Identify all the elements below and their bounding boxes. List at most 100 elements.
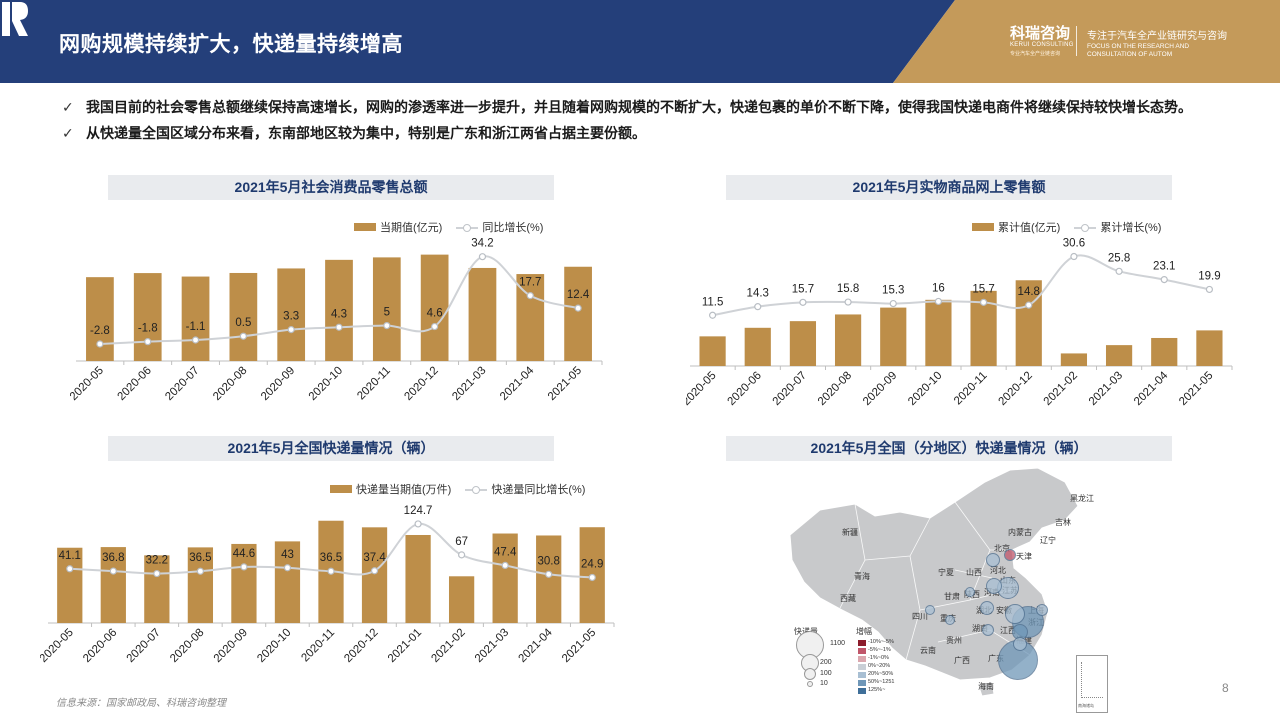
online-chart: 2020-05 2020-06 2020-07 2020-08 2020-09 2020-… (686, 238, 1233, 408)
china-map-shape (789, 467, 1079, 697)
growth-point (327, 567, 335, 575)
growth-data-label: 0.5 (235, 317, 251, 329)
province-label: 吉林 (1055, 518, 1071, 527)
growth-data-label: 30.6 (1063, 238, 1085, 250)
size-legend-circle (804, 668, 816, 680)
province-label: 湖南 (972, 624, 988, 633)
color-legend-swatch (858, 688, 866, 694)
bar (325, 259, 353, 361)
legend-label: 快递量同比增长(%) (491, 484, 586, 496)
bar (699, 336, 726, 366)
legend-label: 快递量当期值(万件) (356, 484, 452, 496)
bar (789, 321, 817, 366)
growth-data-label: 37.4 (363, 552, 386, 564)
bar (274, 541, 301, 623)
growth-data-label: 5 (384, 307, 390, 319)
growth-data-label: -2.8 (90, 325, 110, 337)
summary-bullets: ✓ 我国目前的社会零售总额继续保持高速增长，网购的渗透率进一步提升，并且随着网购… (62, 96, 1232, 148)
legend-label: 累计增长(%) (1100, 222, 1162, 234)
growth-point (370, 567, 379, 575)
tagline-en: FOCUS ON THE RESEARCH AND CONSULTATION O… (1087, 43, 1190, 58)
retail-chart: 2020-05 2020-06 2020-07 2020-08 2020-09 2020-… (70, 238, 603, 403)
growth-data-label: 15.3 (882, 285, 904, 297)
growth-data-label: 4.3 (331, 308, 347, 320)
growth-point (526, 292, 534, 300)
tagline: 专注于汽车全产业链研究与咨询 (1087, 31, 1227, 42)
size-legend-value: 200 (820, 659, 832, 666)
growth-point (844, 298, 852, 306)
province-bubble (965, 587, 975, 597)
x-tick-label: 2021-05 (546, 365, 584, 403)
color-legend-label: -5%~-1% (868, 647, 891, 653)
page-title: 网购规模持续扩大，快递量持续增高 (59, 33, 403, 56)
growth-data-label: 24.9 (581, 558, 603, 570)
inset-label: 南海诸岛 (1078, 703, 1094, 708)
growth-data-label: 32.2 (146, 555, 168, 567)
logo-subtitle: KERUI CONSULTING (1010, 42, 1074, 48)
express-chart-title: 2021年5月全国快递量情况（辆） (108, 436, 554, 461)
province-label: 贵州 (946, 636, 962, 645)
province-label: 四川 (912, 612, 928, 621)
growth-point (1070, 252, 1078, 261)
growth-point (144, 338, 152, 346)
growth-point (239, 332, 247, 340)
growth-point (1115, 267, 1123, 275)
x-tick-label: 2021-05 (1177, 370, 1215, 408)
growth-point (478, 253, 487, 261)
growth-data-label: 19.9 (1198, 270, 1220, 282)
bar (57, 547, 83, 623)
growth-point (96, 340, 104, 348)
province-label: 黑龙江 (1070, 494, 1094, 503)
x-tick-label: 2021-01 (386, 627, 424, 665)
bar (448, 576, 475, 623)
growth-data-label: 15.7 (792, 283, 814, 295)
header-bar: 网购规模持续扩大，快递量持续增高 科瑞咨询 KERUI CONSULTING 专… (0, 0, 1280, 83)
online-chart-title: 2021年5月实物商品网上零售额 (726, 175, 1172, 200)
color-legend-swatch (858, 640, 866, 646)
growth-data-label: 16 (932, 282, 945, 294)
bar (1105, 345, 1133, 366)
province-label: 江西 (1000, 626, 1016, 635)
growth-data-label: 36.5 (189, 552, 211, 564)
x-tick-label: 2020-09 (259, 365, 297, 403)
page-number: 8 (1222, 681, 1229, 695)
size-legend-circle (807, 681, 813, 687)
province-label: 山西 (966, 568, 982, 577)
bar (1060, 353, 1088, 366)
x-tick-label: 2020-11 (299, 627, 337, 665)
growth-data-label: 47.4 (494, 546, 517, 558)
growth-data-label: 25.8 (1108, 252, 1130, 264)
growth-data-label: 41.1 (59, 550, 81, 562)
growth-point (501, 561, 509, 569)
color-legend-swatch (858, 680, 866, 686)
x-tick-label: 2020-11 (355, 365, 393, 403)
bar (834, 314, 862, 366)
online-legend: 累计值(亿元) 累计增长(%) (972, 219, 1161, 235)
map-title: 2021年5月全国（分地区）快递量情况（辆） (726, 436, 1172, 461)
growth-data-label: 34.2 (471, 238, 493, 250)
province-bubble (925, 605, 935, 615)
growth-data-label: 124.7 (404, 505, 433, 517)
province-bubble (945, 615, 955, 625)
legend-label: 当期值(亿元) (380, 222, 443, 234)
retail-chart-title: 2021年5月社会消费品零售总额 (108, 175, 554, 200)
legend-line-swatch (465, 485, 488, 494)
growth-point (458, 551, 466, 559)
growth-point (66, 565, 74, 573)
growth-point (574, 304, 582, 312)
x-tick-label: 2020-08 (168, 627, 206, 665)
bar (229, 272, 258, 361)
x-tick-label: 2021-03 (473, 627, 511, 665)
kerui-logo-icon (2, 2, 28, 36)
color-legend-swatch (858, 648, 866, 654)
bar (181, 276, 210, 361)
x-tick-label: 2020-10 (307, 365, 345, 403)
growth-data-label: -1.8 (138, 323, 158, 335)
china-express-map: 黑龙江吉林辽宁内蒙古北京天津新疆河北山西山东宁夏青海陕西甘肃河南江苏西藏安徽上海… (780, 460, 1110, 715)
province-label: 青海 (854, 572, 870, 581)
bar (925, 299, 952, 366)
growth-data-label: 30.8 (537, 555, 559, 567)
size-legend-value: 10 (820, 680, 828, 687)
growth-point (240, 563, 248, 571)
growth-point (754, 303, 762, 311)
